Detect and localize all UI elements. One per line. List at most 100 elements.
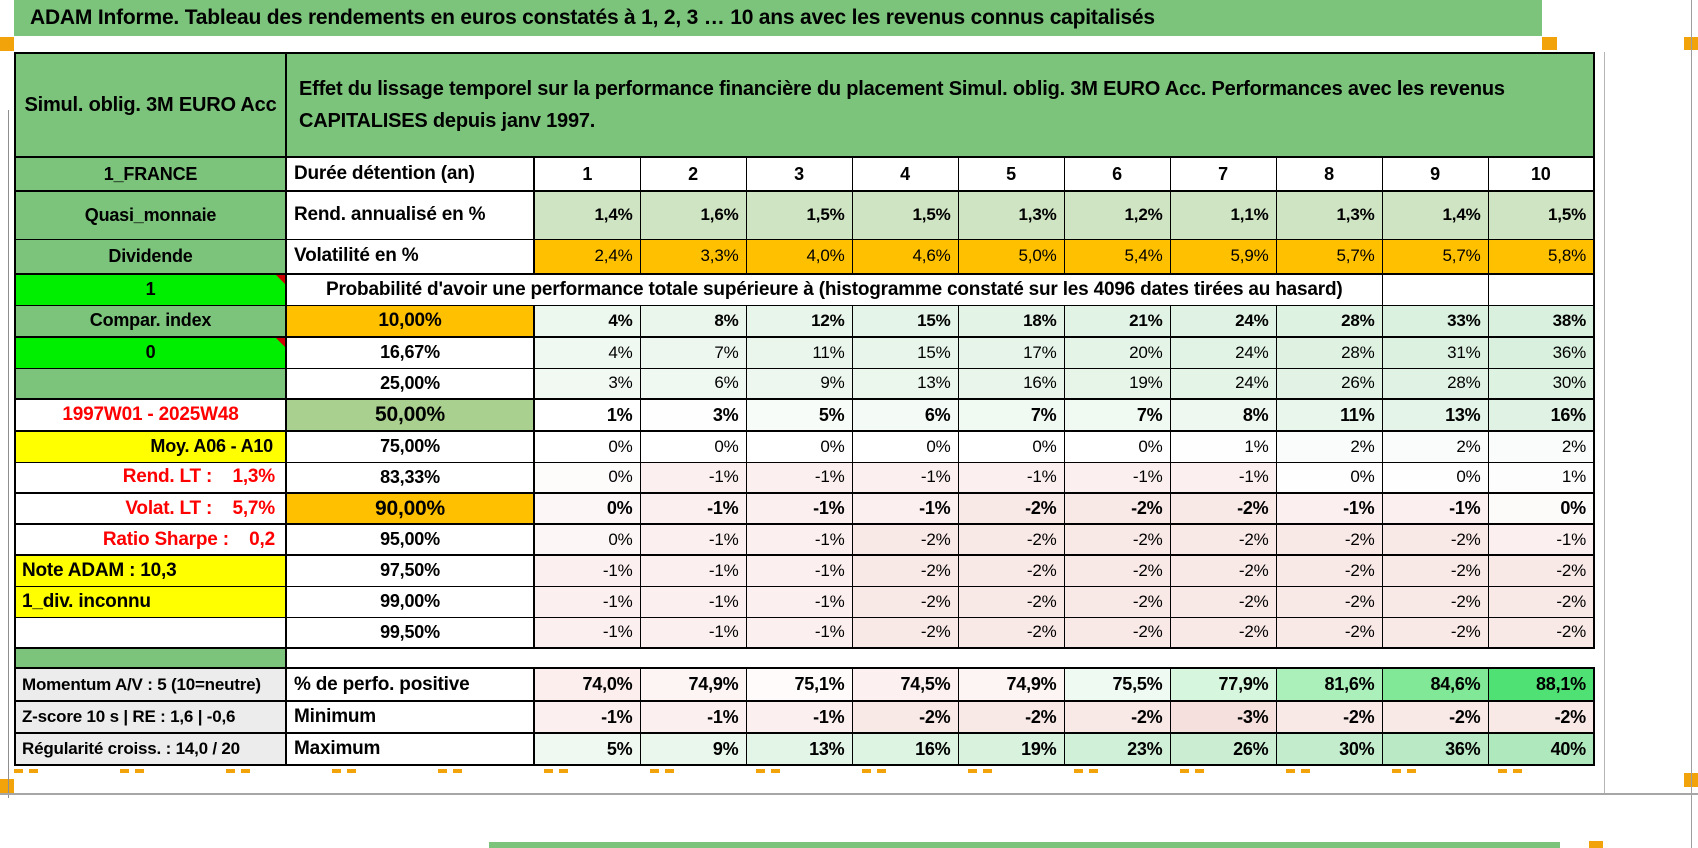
data-cell-p975-y8[interactable]: -2% [1275,554,1383,587]
data-cell-p995-y7[interactable]: -2% [1169,616,1277,649]
data-cell-p75-y3[interactable]: 0% [745,430,853,463]
data-cell-p995-y9[interactable]: -2% [1381,616,1489,649]
data-cell-p95-y1[interactable]: 0% [533,523,641,556]
data-cell-p50-y3[interactable]: 5% [745,398,853,432]
data-cell-p995-y2[interactable]: -1% [639,616,747,649]
data-cell-p16-y1[interactable]: 4% [533,336,641,369]
data-cell-p95-y3[interactable]: -1% [745,523,853,556]
data-cell-p75-y10[interactable]: 2% [1487,430,1595,463]
empty-cell[interactable] [1487,273,1595,306]
data-cell-p83-y3[interactable]: -1% [745,461,853,494]
data-cell-p50-y9[interactable]: 13% [1381,398,1489,432]
data-cell-p95-y9[interactable]: -2% [1381,523,1489,556]
data-cell-rend-y5[interactable]: 1,3% [957,190,1065,240]
row-label-p16[interactable]: 0 [14,336,287,369]
row-label-rend[interactable]: Quasi_monnaie [14,190,287,240]
row-header-p10[interactable]: 10,00% [285,304,535,338]
data-cell-p975-y5[interactable]: -2% [957,554,1065,587]
data-cell-p83-y2[interactable]: -1% [639,461,747,494]
data-cell-min-y6[interactable]: -2% [1063,700,1171,734]
data-cell-perfo-y10[interactable]: 88,1% [1487,667,1595,702]
data-cell-rend-y7[interactable]: 1,1% [1169,190,1277,240]
data-cell-p975-y9[interactable]: -2% [1381,554,1489,587]
data-cell-p83-y8[interactable]: 0% [1275,461,1383,494]
data-cell-p95-y2[interactable]: -1% [639,523,747,556]
row-label-prob[interactable]: 1 [14,273,287,306]
row-header-p95[interactable]: 95,00% [285,523,535,556]
data-cell-p16-y9[interactable]: 31% [1381,336,1489,369]
data-cell-max-y4[interactable]: 16% [851,732,959,766]
data-cell-max-y1[interactable]: 5% [533,732,641,766]
row-header-rend[interactable]: Rend. annualisé en % [285,190,535,240]
data-cell-p90-y2[interactable]: -1% [639,492,747,525]
data-cell-p95-y6[interactable]: -2% [1063,523,1171,556]
data-cell-p50-y7[interactable]: 8% [1169,398,1277,432]
title-bar[interactable]: ADAM Informe. Tableau des rendements en … [14,0,1542,36]
data-cell-p975-y3[interactable]: -1% [745,554,853,587]
data-cell-p90-y7[interactable]: -2% [1169,492,1277,525]
data-cell-p995-y10[interactable]: -2% [1487,616,1595,649]
row-label-p995[interactable] [14,616,287,649]
product-cell[interactable]: Simul. oblig. 3M EURO Acc [14,52,287,158]
year-header-8[interactable]: 8 [1275,156,1383,192]
data-cell-p99-y9[interactable]: -2% [1381,585,1489,618]
data-cell-min-y3[interactable]: -1% [745,700,853,734]
row-header-perfo[interactable]: % de perfo. positive [285,667,535,702]
data-cell-p99-y4[interactable]: -2% [851,585,959,618]
data-cell-p16-y3[interactable]: 11% [745,336,853,369]
data-cell-p90-y1[interactable]: 0% [533,492,641,525]
data-cell-p995-y5[interactable]: -2% [957,616,1065,649]
data-cell-p75-y1[interactable]: 0% [533,430,641,463]
data-cell-p995-y1[interactable]: -1% [533,616,641,649]
data-cell-volat-y4[interactable]: 4,6% [851,238,959,275]
data-cell-p75-y5[interactable]: 0% [957,430,1065,463]
data-cell-p25-y6[interactable]: 19% [1063,367,1171,400]
data-cell-p83-y5[interactable]: -1% [957,461,1065,494]
data-cell-p10-y9[interactable]: 33% [1381,304,1489,338]
data-cell-p75-y8[interactable]: 2% [1275,430,1383,463]
data-cell-p16-y8[interactable]: 28% [1275,336,1383,369]
data-cell-max-y3[interactable]: 13% [745,732,853,766]
data-cell-p75-y2[interactable]: 0% [639,430,747,463]
row-label-perfo[interactable]: Momentum A/V : 5 (10=neutre) [14,667,287,702]
row-label-volat[interactable]: Dividende [14,238,287,275]
data-cell-p99-y10[interactable]: -2% [1487,585,1595,618]
data-cell-p99-y5[interactable]: -2% [957,585,1065,618]
data-cell-p75-y4[interactable]: 0% [851,430,959,463]
year-header-2[interactable]: 2 [639,156,747,192]
data-cell-p90-y9[interactable]: -1% [1381,492,1489,525]
data-cell-p995-y3[interactable]: -1% [745,616,853,649]
year-header-4[interactable]: 4 [851,156,959,192]
data-cell-p25-y4[interactable]: 13% [851,367,959,400]
data-cell-p83-y9[interactable]: 0% [1381,461,1489,494]
data-cell-p995-y4[interactable]: -2% [851,616,959,649]
row-header-p25[interactable]: 25,00% [285,367,535,400]
prob-banner[interactable]: Probabilité d'avoir une performance tota… [285,273,1383,306]
data-cell-p50-y2[interactable]: 3% [639,398,747,432]
data-cell-p83-y7[interactable]: -1% [1169,461,1277,494]
data-cell-perfo-y7[interactable]: 77,9% [1169,667,1277,702]
row-header-p99[interactable]: 99,00% [285,585,535,618]
data-cell-p995-y8[interactable]: -2% [1275,616,1383,649]
row-header-p90[interactable]: 90,00% [285,492,535,525]
data-cell-volat-y9[interactable]: 5,7% [1381,238,1489,275]
row-header-max[interactable]: Maximum [285,732,535,766]
row-label-p25[interactable] [14,367,287,400]
data-cell-p16-y6[interactable]: 20% [1063,336,1171,369]
row-label-p83[interactable]: Rend. LT : 1,3% [14,461,287,494]
data-cell-p975-y1[interactable]: -1% [533,554,641,587]
data-cell-p16-y7[interactable]: 24% [1169,336,1277,369]
data-cell-p50-y8[interactable]: 11% [1275,398,1383,432]
description-cell[interactable]: Effet du lissage temporel sur la perform… [285,52,1595,158]
row-header-p16[interactable]: 16,67% [285,336,535,369]
data-cell-p99-y3[interactable]: -1% [745,585,853,618]
data-cell-min-y5[interactable]: -2% [957,700,1065,734]
year-header-9[interactable]: 9 [1381,156,1489,192]
row-header-min[interactable]: Minimum [285,700,535,734]
data-cell-min-y1[interactable]: -1% [533,700,641,734]
data-cell-p50-y4[interactable]: 6% [851,398,959,432]
data-cell-p16-y5[interactable]: 17% [957,336,1065,369]
data-cell-p95-y7[interactable]: -2% [1169,523,1277,556]
data-cell-rend-y10[interactable]: 1,5% [1487,190,1595,240]
data-cell-volat-y7[interactable]: 5,9% [1169,238,1277,275]
